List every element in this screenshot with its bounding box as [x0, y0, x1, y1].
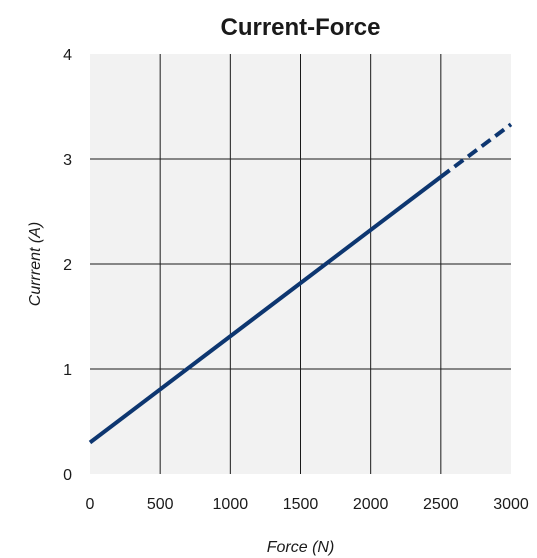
y-tick-label: 1 [63, 362, 72, 379]
x-tick-label: 2500 [423, 496, 459, 513]
x-tick-label: 0 [86, 496, 95, 513]
y-tick-label: 4 [63, 47, 72, 64]
x-tick-label: 2000 [353, 496, 389, 513]
y-tick-label: 3 [63, 152, 72, 169]
x-tick-label: 1000 [213, 496, 249, 513]
x-tick-label: 1500 [283, 496, 319, 513]
x-tick-label: 3000 [493, 496, 529, 513]
series-line-dashed [439, 122, 513, 179]
grid-lines [90, 54, 511, 474]
series-group [88, 122, 513, 445]
series-line-solid [88, 175, 443, 445]
y-tick-label: 0 [63, 467, 72, 484]
x-tick-label: 500 [147, 496, 174, 513]
x-axis-label: Force (N) [267, 539, 335, 556]
x-tick-labels: 0 500 1000 1500 2000 2500 3000 [86, 496, 529, 513]
chart-title: Current-Force [220, 14, 381, 41]
y-tick-label: 2 [63, 257, 72, 274]
y-tick-labels: 0 1 2 3 4 [63, 47, 72, 484]
y-axis-label: Currrent (A) [27, 222, 44, 306]
